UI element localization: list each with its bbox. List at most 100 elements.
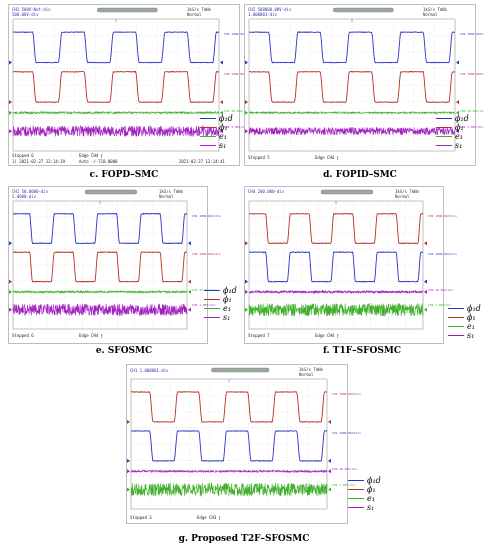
series-line bbox=[12, 303, 188, 317]
legend-label: ϕ₁ bbox=[467, 313, 476, 322]
legend-entry: e₁ bbox=[200, 132, 233, 141]
channel-scale-label: CH3 20.0mV/div bbox=[332, 467, 358, 472]
oscilloscope-screen: CH2 500V-Net-div 500.00V-div 1kS/s TmNo N… bbox=[8, 4, 253, 166]
channel-ground-marker bbox=[245, 241, 248, 246]
channel-level-marker bbox=[328, 419, 331, 424]
legend-label: ϕ₁d bbox=[467, 304, 481, 313]
legend-entry: e₁ bbox=[436, 132, 469, 141]
channel-scale-label: CH1 1000.0mV/div bbox=[224, 32, 253, 37]
series-line bbox=[130, 430, 328, 463]
legend-label: ϕ₁d bbox=[219, 114, 233, 123]
panel-caption: g. Proposed T2F–SFOSMC bbox=[178, 534, 310, 544]
legend-label: s₁ bbox=[455, 141, 463, 150]
legend-swatch bbox=[200, 127, 216, 128]
legend-label: s₁ bbox=[223, 313, 231, 322]
legend-swatch bbox=[436, 145, 452, 146]
panel-caption: c. FOPD–SMC bbox=[89, 170, 159, 180]
series-line bbox=[248, 70, 456, 104]
legend-entry: ϕ₁ bbox=[200, 123, 233, 132]
legend-entry: s₁ bbox=[448, 331, 481, 340]
header-right-1: 1kS/s TmNo bbox=[395, 189, 420, 194]
channel-level-marker bbox=[188, 279, 191, 284]
legend-entry: s₁ bbox=[348, 503, 381, 512]
waveform-plot bbox=[245, 7, 459, 152]
channel-ground-marker bbox=[9, 289, 12, 294]
panel-sfosmc: CH1 50.0000-div 5.0000-div 1kS/s TmNo Nor… bbox=[8, 186, 240, 360]
channel-ground-marker bbox=[9, 110, 12, 115]
legend-entry: ϕ₁ bbox=[436, 123, 469, 132]
header-right-2: Normal bbox=[299, 372, 314, 377]
footer-status: Stopped 7 bbox=[248, 333, 270, 338]
footer-trigger: Edge CH3 ⨍ bbox=[197, 515, 221, 520]
series-line bbox=[130, 469, 328, 474]
oscilloscope-screen: CH2 500000.00V-div 1.000001-div 1kS/s Tm… bbox=[244, 4, 484, 166]
legend-label: ϕ₁ bbox=[367, 485, 376, 494]
legend: ϕ₁d ϕ₁ e₁ s₁ bbox=[348, 476, 381, 512]
channel-level-marker bbox=[188, 241, 191, 246]
header-line-1: CH4 200.000-div bbox=[248, 189, 285, 194]
channel-level-marker bbox=[220, 129, 223, 134]
channel-ground-marker bbox=[127, 469, 130, 474]
channel-level-marker bbox=[328, 487, 331, 492]
legend-swatch bbox=[448, 317, 464, 318]
oscilloscope-screen: CH1 50.0000-div 5.0000-div 1kS/s TmNo Nor… bbox=[8, 186, 221, 344]
channel-level-marker bbox=[424, 241, 427, 246]
panel-caption: e. SFOSMC bbox=[95, 346, 153, 356]
footer-status: Stopped 6 bbox=[12, 153, 34, 158]
record-length-bar bbox=[332, 7, 394, 13]
header-line-1: CH1 50.0000-div bbox=[12, 189, 49, 194]
channel-ground-marker bbox=[9, 100, 12, 105]
header-line-2: 500.00V-div bbox=[12, 12, 39, 17]
series-line bbox=[248, 126, 456, 136]
legend: ϕ₁d ϕ₁ e₁ s₁ bbox=[200, 114, 233, 150]
channel-level-marker bbox=[424, 279, 427, 284]
channel-level-marker bbox=[456, 110, 459, 115]
legend-swatch bbox=[436, 118, 452, 119]
series-line bbox=[248, 110, 456, 115]
footer-mode: Auto -/-718.0000 bbox=[79, 159, 118, 164]
footer-status: Stopped 6 bbox=[12, 333, 34, 338]
footer-timestamp: 1) 2021-02-27 12:14:39 bbox=[12, 159, 65, 164]
channel-scale-label: CH2 1000.0mV/div bbox=[224, 71, 253, 76]
record-length-bar bbox=[320, 189, 374, 195]
legend-entry: e₁ bbox=[204, 304, 237, 313]
channel-ground-marker bbox=[245, 289, 248, 294]
header-line-2: 5.0000-div bbox=[12, 194, 37, 199]
record-length-bar bbox=[96, 7, 158, 13]
header-right-2: Normal bbox=[423, 12, 438, 17]
legend-swatch bbox=[200, 136, 216, 137]
channel-level-marker bbox=[424, 307, 427, 312]
header-right-1: 1kS/s TmNo bbox=[423, 7, 448, 12]
channel-level-marker bbox=[328, 469, 331, 474]
channel-level-marker bbox=[456, 129, 459, 134]
channel-scale-label: CH4 1.00V/div bbox=[332, 483, 356, 487]
series-line bbox=[248, 303, 424, 317]
legend-label: ϕ₁ bbox=[219, 123, 228, 132]
series-line bbox=[13, 31, 220, 64]
channel-ground-marker bbox=[9, 60, 12, 65]
legend-label: e₁ bbox=[467, 322, 475, 331]
series-line bbox=[130, 482, 328, 498]
legend-label: ϕ₁d bbox=[223, 286, 237, 295]
channel-ground-marker bbox=[245, 279, 248, 284]
channel-scale-label: CH4 1.00V/div bbox=[428, 303, 452, 308]
channel-scale-label: CH1 1000.0mV/div bbox=[428, 252, 457, 257]
channel-ground-marker bbox=[245, 307, 248, 312]
header-right-1: 1kS/s TmNo bbox=[187, 7, 212, 12]
panel-t1f-sfosmc: CH4 200.000-div 1kS/s TmNo Normal Stopped… bbox=[244, 186, 481, 360]
channel-level-marker bbox=[188, 289, 191, 294]
legend-entry: s₁ bbox=[204, 313, 237, 322]
legend-entry: ϕ₁ bbox=[448, 313, 481, 322]
channel-level-marker bbox=[220, 110, 223, 115]
legend: ϕ₁d ϕ₁ e₁ s₁ bbox=[204, 286, 237, 322]
record-length-bar bbox=[84, 189, 138, 195]
channel-level-marker bbox=[220, 60, 223, 65]
footer-timestamp-right: 2021-02-27 12:14:41 bbox=[179, 159, 225, 164]
legend-swatch bbox=[204, 299, 220, 300]
channel-scale-label: CH3 20.0mV/div bbox=[460, 108, 484, 113]
channel-ground-marker bbox=[9, 129, 12, 134]
legend-label: e₁ bbox=[223, 304, 231, 313]
footer-trigger: Edge CH4 ⨍ bbox=[315, 333, 339, 338]
series-line bbox=[12, 251, 187, 283]
series-line bbox=[12, 124, 220, 138]
